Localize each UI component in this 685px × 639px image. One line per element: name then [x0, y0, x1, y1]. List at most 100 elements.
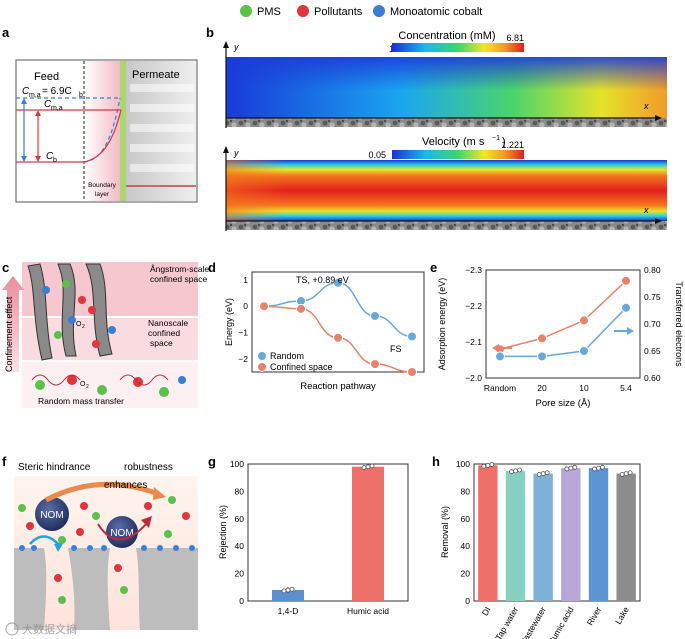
bar-h-0 — [478, 465, 498, 601]
left-axis-arrow-icon — [492, 344, 499, 352]
h-xtick-1: Tap water — [493, 605, 520, 639]
e-point-1-3 — [621, 302, 631, 313]
nom-sphere-2 — [106, 516, 138, 548]
e-series — [495, 275, 631, 362]
watermark-text: 大数据文摘 — [22, 622, 77, 636]
d-point-0-4 — [407, 331, 417, 342]
velocity-title-sup: −1 — [492, 135, 500, 142]
datapoint-g-1-1 — [365, 464, 371, 470]
panel-g-chart: Rejection (%) 0 20 40 60 80 100 1,4-D Hu… — [218, 459, 409, 616]
panel-letter-a: a — [2, 25, 10, 40]
d-point-1-1 — [296, 303, 306, 314]
panel-letter-h: h — [432, 454, 440, 469]
watermark: 大数据文摘 — [5, 622, 77, 636]
y-arrow-icon — [223, 41, 229, 48]
panel-d-chart: Energy (eV) Reaction pathway 1 0 −1 −2 T… — [224, 271, 425, 392]
datapoint-h-3-1 — [568, 465, 574, 471]
concentration-curve — [83, 109, 122, 163]
datapoint-h-2-0 — [536, 472, 542, 477]
g-ylabel: Rejection (%) — [218, 505, 228, 559]
panel-letter-d: d — [208, 260, 216, 275]
datapoint-h-0-0 — [481, 463, 487, 469]
cb-label-sub: b — [53, 157, 57, 164]
enhances-arrow — [44, 481, 159, 503]
h-ytick-5: 100 — [456, 459, 470, 469]
velocity-colorbar — [392, 150, 524, 159]
datapoint-h-3-0 — [564, 466, 570, 472]
e-rtick-3: 0.65 — [644, 346, 661, 356]
random-zone — [22, 362, 198, 408]
e-ylabel-right: Transferred electrons — [674, 281, 684, 367]
datapoint-h-0-2 — [489, 462, 495, 467]
e-xtick-0: Random — [484, 383, 516, 393]
h-xtick-0: DI — [480, 605, 493, 617]
permeate-label: Permeate — [132, 69, 180, 81]
d-y-ticks: 1 0 −1 −2 — [238, 275, 248, 364]
h-xtick-5: Lake — [613, 605, 631, 626]
d-ytick-0: 0 — [243, 301, 248, 311]
g-ytick-1: 20 — [235, 569, 245, 579]
velocity-entry-region — [226, 160, 286, 221]
axis-y-bottom: y — [233, 148, 239, 158]
axis-x-bottom: x — [643, 205, 649, 215]
nom-sphere-1 — [35, 497, 69, 531]
concentration-max: 6.81 — [506, 33, 524, 43]
panel-a-diagram: Feed Permeate C m,a = 6.9C b C m,a C b B… — [15, 59, 198, 203]
g-ytick-3: 60 — [235, 514, 245, 524]
o2-label-2: O — [80, 381, 86, 388]
d-ytick-m2: −2 — [238, 354, 248, 364]
datapoint-h-4-0 — [592, 466, 597, 472]
legend: PMS Pollutants Monoatomic cobalt — [240, 5, 482, 18]
h-xtick-3: Humic acid — [546, 605, 576, 639]
plot-frame-e — [485, 269, 641, 379]
cma-label: C — [44, 99, 52, 110]
datapoint-g-1-2 — [369, 463, 375, 469]
g-xtick-0: 1,4-D — [278, 606, 299, 616]
nom-label-2: NOM — [110, 528, 133, 539]
membrane-rock-top — [226, 118, 667, 127]
concentration-min: 1 — [389, 44, 394, 54]
datapoint-h-5-0 — [619, 472, 625, 477]
g-xtick-1: Humic acid — [347, 606, 389, 616]
e-ltick-1: −2.2 — [465, 301, 482, 311]
datapoint-g-0-0 — [281, 588, 287, 594]
panel-letter-f: f — [2, 454, 7, 469]
concentration-title: Concentration (mM) — [398, 30, 495, 42]
axis-y-top: y — [233, 42, 239, 52]
h-x-ticks: DI Tap water Wastewater Humic acid River… — [480, 605, 631, 639]
panel-e-chart: Adsorption energy (eV) Transferred elect… — [437, 265, 684, 409]
d-ytick-m1: −1 — [238, 328, 248, 338]
velocity-field — [226, 160, 667, 221]
datapoint-h-2-2 — [544, 470, 550, 476]
concentration-colorbar — [392, 43, 524, 52]
e-axis-arrows — [492, 327, 634, 352]
e-ltick-0: −2.3 — [465, 265, 482, 275]
d-point-1-4 — [407, 367, 417, 377]
g-x-ticks: 1,4-D Humic acid — [278, 606, 390, 616]
bar-h-1 — [505, 470, 526, 601]
datapoint-h-4-1 — [596, 465, 601, 471]
bar-h-4 — [588, 468, 609, 601]
e-rtick-2: 0.70 — [644, 319, 661, 329]
e-rtick-1: 0.75 — [644, 292, 661, 302]
e-rtick-0: 0.80 — [644, 265, 661, 275]
e-right-ticks: 0.80 0.75 0.70 0.65 0.60 — [644, 265, 661, 383]
datapoint-h-5-1 — [623, 471, 629, 476]
panel-letter-c: c — [2, 260, 9, 275]
h-xtick-2: Wastewater — [517, 605, 548, 639]
d-legend-random-marker — [257, 351, 267, 361]
watermark-logo-icon — [5, 622, 19, 636]
h-ytick-2: 40 — [461, 541, 471, 551]
h-ylabel: Removal (%) — [440, 506, 450, 558]
x-arrow-icon-2 — [655, 218, 662, 224]
d-ytick-1: 1 — [243, 275, 248, 285]
e-xtick-1: 20 — [537, 383, 547, 393]
f-membrane-right — [136, 548, 198, 630]
feed-label: Feed — [34, 71, 59, 83]
bar-g-1 — [352, 466, 384, 601]
bar-h-2 — [533, 473, 553, 601]
d-series — [259, 277, 417, 377]
cma-label-sub: m,a — [51, 105, 63, 112]
plot-frame-d — [251, 271, 425, 373]
o2-sub-1: 2 — [82, 324, 85, 330]
